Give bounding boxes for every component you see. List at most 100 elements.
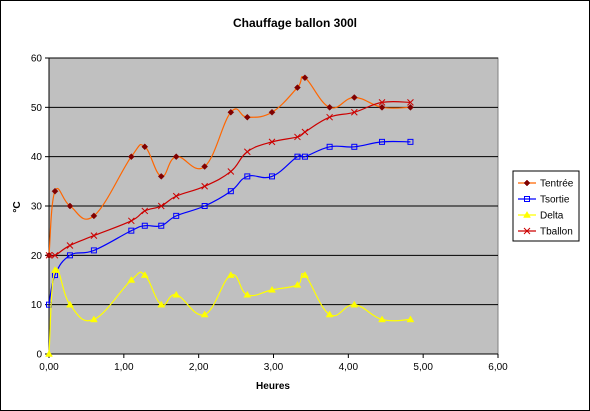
series-2-point-3 [89, 315, 98, 323]
series-0-point-17 [407, 103, 414, 111]
legend-swatch-marker-0 [523, 179, 531, 187]
series-3 [45, 99, 414, 259]
series-1-point-17 [407, 138, 414, 145]
series-2-point-2 [66, 300, 74, 308]
y-tick-label-5: 50 [31, 103, 43, 114]
x-axis-label: Heures [256, 381, 290, 392]
series-3-point-12 [294, 133, 301, 141]
series-0-point-8 [201, 163, 209, 170]
series-3-point-6 [157, 202, 165, 210]
series-2-point-8 [200, 310, 209, 318]
x-tick-label-2: 2,00 [189, 362, 209, 373]
y-tick-label-4: 40 [31, 152, 43, 163]
series-2-point-16 [378, 315, 386, 323]
series-3-point-14 [326, 113, 333, 121]
series-1-point-14 [326, 143, 333, 150]
series-3-point-11 [268, 138, 276, 146]
series-0-point-11 [268, 108, 276, 116]
series-2-point-17 [406, 315, 415, 323]
series-1-point-2 [66, 252, 73, 259]
x-tick-label-1: 1,00 [114, 362, 134, 373]
series-1-point-3 [90, 247, 97, 254]
series-2-point-12 [293, 280, 302, 288]
series-0-point-5 [141, 143, 149, 151]
series-0-point-12 [294, 84, 301, 91]
series-0-point-2 [66, 202, 74, 210]
series-0 [45, 74, 414, 259]
y-tick-label-2: 20 [31, 251, 43, 262]
series-3-point-2 [66, 242, 74, 249]
series-2 [45, 266, 415, 357]
y-tick-label-0: 0 [36, 350, 42, 361]
series-1-point-16 [379, 138, 386, 145]
tick-labels: 0 10 20 30 40 50 60 0,00 1,00 2,00 3,00 4,00 5,00 6,0… [31, 54, 508, 374]
series-2-point-14 [325, 310, 334, 318]
series-0-point-16 [378, 103, 386, 111]
series-3-point-15 [350, 108, 358, 116]
series-3-point-4 [127, 217, 135, 225]
legend: Tentrée Tsortie Delta Tballon [512, 170, 580, 242]
series-2-point-11 [268, 285, 276, 293]
y-tick-label-3: 30 [31, 202, 43, 213]
series-3-point-13 [301, 128, 309, 136]
series-1-point-9 [227, 188, 234, 195]
series-2-point-6 [157, 300, 166, 308]
series-3-point-10 [243, 148, 251, 156]
x-tick-label-4: 4,00 [339, 362, 359, 373]
series-0-point-13 [301, 74, 309, 82]
series-line-3 [48, 100, 411, 257]
x-tick-label-6: 6,00 [488, 362, 508, 373]
series-1-point-4 [128, 227, 135, 234]
legend-swatch-marker-1 [524, 196, 530, 202]
series-1-point-8 [201, 203, 208, 209]
x-tick-label-5: 5,00 [413, 362, 433, 373]
chart-title: Chauffage ballon 300l [233, 16, 357, 30]
series-0-point-14 [326, 103, 333, 111]
series-0-point-1 [51, 187, 59, 195]
series-2-point-10 [243, 290, 252, 298]
series-0-point-10 [243, 113, 251, 121]
legend-label-3: Tballon [540, 227, 573, 238]
series-3-point-7 [172, 192, 180, 200]
series-1-point-7 [173, 212, 180, 219]
y-tick-label-1: 10 [31, 300, 43, 311]
legend-label-1: Tsortie [540, 195, 570, 206]
series-2-point-0 [45, 350, 53, 357]
series-3-point-16 [378, 99, 386, 106]
series-0-point-4 [127, 153, 135, 161]
series-3-point-9 [227, 168, 235, 175]
y-axis-label: °C [12, 201, 23, 212]
series-1-point-13 [301, 153, 308, 160]
series-1-point-5 [141, 222, 148, 229]
series-2-point-13 [300, 271, 309, 278]
series-0-point-9 [227, 108, 235, 116]
x-tick-label-3: 3,00 [264, 362, 284, 373]
series-2-point-5 [140, 271, 149, 278]
series-1-point-11 [269, 173, 276, 180]
series-3-point-17 [407, 99, 414, 106]
series-3-point-8 [201, 182, 209, 190]
series-2-point-15 [350, 300, 359, 308]
series-1 [46, 138, 414, 308]
series-0-point-3 [90, 212, 98, 220]
y-tick-label-6: 60 [31, 54, 43, 65]
series-3-point-1 [51, 251, 59, 259]
gridlines [49, 57, 498, 306]
series-1-point-6 [158, 222, 165, 229]
series-1-point-10 [244, 173, 251, 180]
legend-label-0: Tentrée [540, 179, 574, 190]
series-0-point-15 [350, 94, 358, 101]
series-3-point-5 [141, 207, 149, 215]
series-2-point-9 [226, 271, 235, 278]
series-2-point-4 [127, 276, 136, 283]
legend-swatch-marker-2 [523, 211, 531, 218]
legend-box [512, 170, 580, 242]
series-group [45, 74, 415, 357]
series-1-point-15 [351, 143, 358, 150]
series-3-point-3 [90, 232, 98, 239]
x-tick-label-0: 0,00 [39, 362, 59, 373]
legend-label-2: Delta [540, 211, 564, 222]
series-0-point-7 [172, 153, 180, 161]
legend-swatch-marker-3 [523, 227, 531, 235]
